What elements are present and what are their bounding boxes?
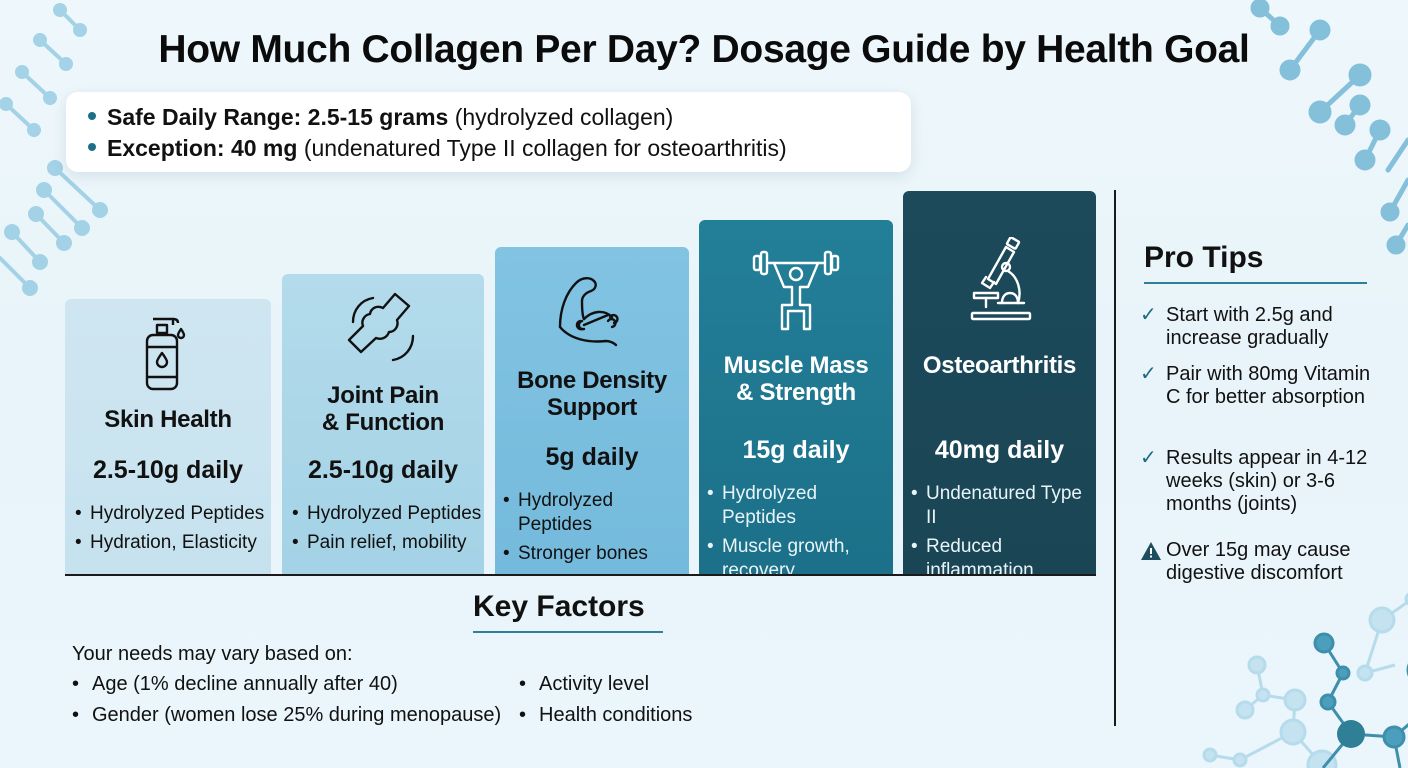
- pro-tip-text: Over 15g may cause digestive discomfort: [1166, 539, 1351, 584]
- pro-tips-underline: [1144, 282, 1367, 284]
- summary-safe-range-bold: Safe Daily Range: 2.5-15 grams: [107, 104, 449, 130]
- goal-name-line1: Joint Pain: [327, 382, 439, 409]
- key-factors-intro: Your needs may vary based on:: [72, 643, 353, 665]
- goal-card-osteoarthritis: Osteoarthritis 40mg daily Undenatured Ty…: [903, 191, 1096, 581]
- goal-name: Muscle Mass & Strength: [699, 352, 893, 406]
- goal-bullet: Hydrolyzed Peptides: [75, 502, 264, 526]
- goal-dose: 2.5-10g daily: [307, 456, 459, 484]
- goal-name-line2: & Function: [321, 409, 445, 436]
- key-factors-title: Key Factors: [473, 590, 645, 623]
- pro-tip-item: ✓ Results appear in 4-12 weeks (skin) or …: [1140, 447, 1380, 516]
- chart-baseline: [65, 574, 1096, 576]
- key-factors-list-right: Activity level Health conditions: [517, 669, 692, 731]
- pro-tips-title: Pro Tips: [1144, 241, 1264, 274]
- pro-tip-item: ✓ Start with 2.5g and increase gradually: [1140, 304, 1380, 350]
- pro-tip-text: Pair with 80mg Vitamin C for better abso…: [1166, 363, 1371, 408]
- bullet-dot: [88, 111, 96, 120]
- daily-range-summary: Safe Daily Range: 2.5-15 grams (hydrolyz…: [66, 92, 911, 172]
- summary-exception-bold: Exception: 40 mg: [107, 135, 298, 161]
- bullet-dot: [88, 142, 96, 151]
- goal-bullet: Hydrolyzed Peptides: [503, 489, 689, 537]
- pro-tip-warning: Over 15g may cause digestive discomfort: [1140, 539, 1380, 585]
- goal-bullets: Hydrolyzed Peptides Muscle growth, recov…: [707, 482, 887, 588]
- goal-card-muscle-mass: Muscle Mass& Strength 15g daily Hydrolyz…: [699, 220, 893, 581]
- pump-bottle-icon: [145, 317, 186, 391]
- checkmark-icon: ✓: [1140, 304, 1157, 326]
- summary-item-exception: Exception: 40 mg (undenatured Type II co…: [88, 133, 911, 164]
- goal-dose: 15g daily: [742, 436, 850, 464]
- molecule-decoration: [1202, 592, 1408, 768]
- goal-name: Skin Health: [104, 406, 232, 433]
- pro-tip-text: Start with 2.5g and increase gradually: [1166, 304, 1333, 349]
- goal-card-joint-pain: Joint Pain& Function 2.5-10g daily Hydro…: [282, 274, 484, 575]
- key-factor-item: Age (1% decline annually after 40): [70, 669, 501, 700]
- goal-bullet: Pain relief, mobility: [292, 531, 481, 555]
- goal-bullets: Undenatured Type II Reduced inflammation: [911, 482, 1091, 588]
- section-divider: [1114, 190, 1116, 726]
- goal-bullets: Hydrolyzed Peptides Pain relief, mobilit…: [292, 502, 481, 560]
- goal-bullet: Hydrolyzed Peptides: [707, 482, 887, 530]
- summary-exception-note: (undenatured Type II collagen for osteoa…: [297, 135, 787, 161]
- key-factor-item: Activity level: [517, 669, 692, 700]
- goal-dose: 5g daily: [545, 443, 639, 471]
- key-factor-item: Health conditions: [517, 700, 692, 731]
- pro-tip-text: Results appear in 4-12 weeks (skin) or 3…: [1166, 447, 1368, 515]
- goal-name-line1: Bone Density: [517, 367, 667, 394]
- checkmark-icon: ✓: [1140, 363, 1157, 385]
- summary-safe-range-note: (hydrolyzed collagen): [448, 104, 674, 130]
- bicep-bone-icon: [558, 277, 619, 347]
- warning-icon: [1141, 542, 1161, 560]
- joint-icon: [347, 292, 415, 362]
- goal-name: Bone Density Support: [495, 367, 689, 421]
- goal-bullet: Hydrolyzed Peptides: [292, 502, 481, 526]
- goal-bullet: Hydration, Elasticity: [75, 531, 264, 555]
- goal-bullets: Hydrolyzed Peptides Hydration, Elasticit…: [75, 502, 264, 560]
- goal-dose: 40mg daily: [934, 436, 1065, 464]
- goal-dose: 2.5-10g daily: [92, 456, 244, 484]
- weightlifter-icon: [752, 250, 840, 331]
- goal-card-skin-health: Skin Health 2.5-10g daily Hydrolyzed Pep…: [65, 299, 271, 575]
- key-factors-list-left: Age (1% decline annually after 40) Gende…: [70, 669, 501, 731]
- summary-item-safe-range: Safe Daily Range: 2.5-15 grams (hydrolyz…: [88, 102, 911, 133]
- key-factor-item: Gender (women lose 25% during menopause): [70, 700, 501, 731]
- goal-bullet: Stronger bones: [503, 542, 689, 566]
- key-factors-underline: [473, 631, 663, 633]
- pro-tip-item: ✓ Pair with 80mg Vitamin C for better abs…: [1140, 363, 1380, 409]
- checkmark-icon: ✓: [1140, 447, 1157, 469]
- goal-name: Joint Pain & Function: [282, 382, 484, 436]
- goal-name: Osteoarthritis: [922, 352, 1077, 379]
- goal-bullet: Undenatured Type II: [911, 482, 1091, 530]
- goal-bullets: Hydrolyzed Peptides Stronger bones: [503, 489, 689, 571]
- page-title: How Much Collagen Per Day? Dosage Guide …: [158, 28, 1250, 71]
- goal-name-line2: & Strength: [736, 379, 856, 406]
- microscope-icon: [970, 237, 1031, 321]
- goal-name-line2: Support: [547, 394, 637, 421]
- goal-name-line1: Muscle Mass: [723, 352, 869, 379]
